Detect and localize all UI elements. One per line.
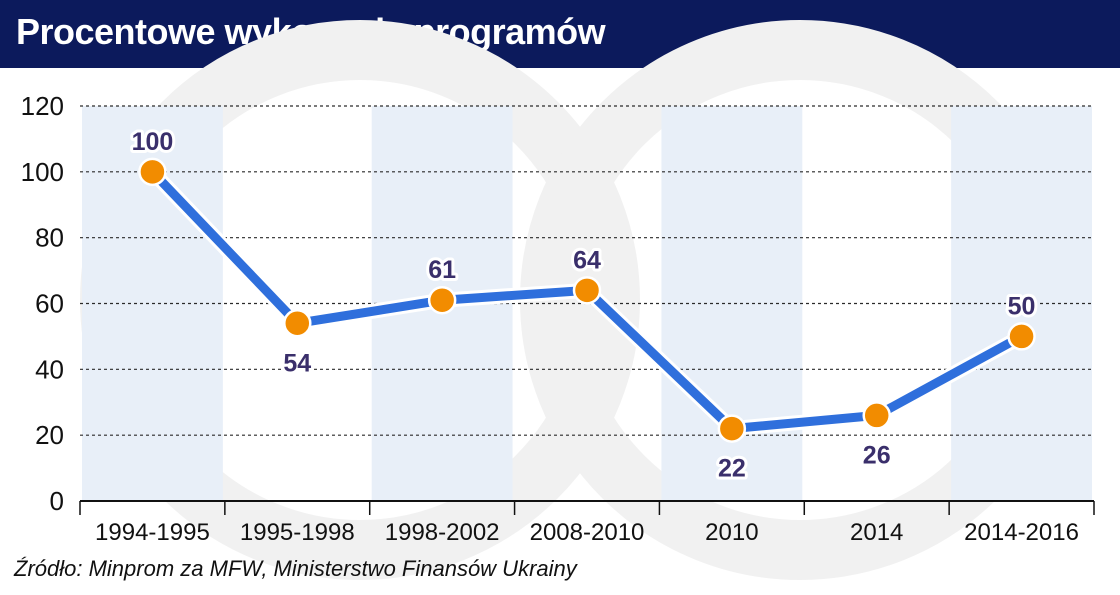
data-point bbox=[717, 414, 747, 443]
data-labels: 100 54 61 64 22 26 50 bbox=[129, 125, 1039, 486]
data-label: 54 bbox=[283, 349, 311, 377]
data-label: 100 bbox=[132, 128, 174, 156]
x-tick-label: 2010 bbox=[705, 519, 758, 546]
y-tick-label: 20 bbox=[35, 420, 64, 450]
x-tick-label: 1994-1995 bbox=[95, 519, 210, 546]
source-note: Źródło: Minprom za MFW, Ministerstwo Fin… bbox=[14, 556, 577, 581]
data-point bbox=[572, 276, 602, 305]
data-point bbox=[138, 157, 167, 187]
data-point bbox=[427, 285, 457, 315]
y-tick-label: 60 bbox=[35, 289, 64, 319]
x-tick-label: 2014-2016 bbox=[964, 519, 1079, 546]
data-label: 22 bbox=[718, 455, 746, 483]
data-point bbox=[1007, 322, 1036, 351]
y-tick-label: 100 bbox=[21, 157, 64, 187]
y-tick-label: 80 bbox=[35, 223, 64, 253]
data-label: 26 bbox=[863, 441, 891, 469]
data-label: 61 bbox=[428, 256, 456, 284]
x-axis: 1994-1995 1995-1998 1998-2002 2008-2010 2010… bbox=[79, 500, 1095, 546]
x-tick-label: 1998-2002 bbox=[385, 519, 500, 546]
y-tick-label: 0 bbox=[50, 486, 64, 516]
data-label: 64 bbox=[573, 246, 601, 274]
x-tick-label: 1995-1998 bbox=[240, 519, 355, 546]
x-tick-label: 2014 bbox=[850, 519, 903, 546]
gridlines bbox=[80, 105, 1094, 436]
data-point bbox=[283, 309, 312, 338]
data-points bbox=[138, 157, 1036, 443]
y-axis-ticks: 0 20 40 60 80 100 120 bbox=[21, 91, 64, 516]
x-tick-label: 2008-2010 bbox=[530, 519, 645, 546]
y-tick-label: 40 bbox=[35, 354, 64, 384]
y-tick-label: 120 bbox=[21, 91, 64, 121]
data-point bbox=[862, 401, 891, 430]
data-label: 50 bbox=[1008, 292, 1036, 320]
